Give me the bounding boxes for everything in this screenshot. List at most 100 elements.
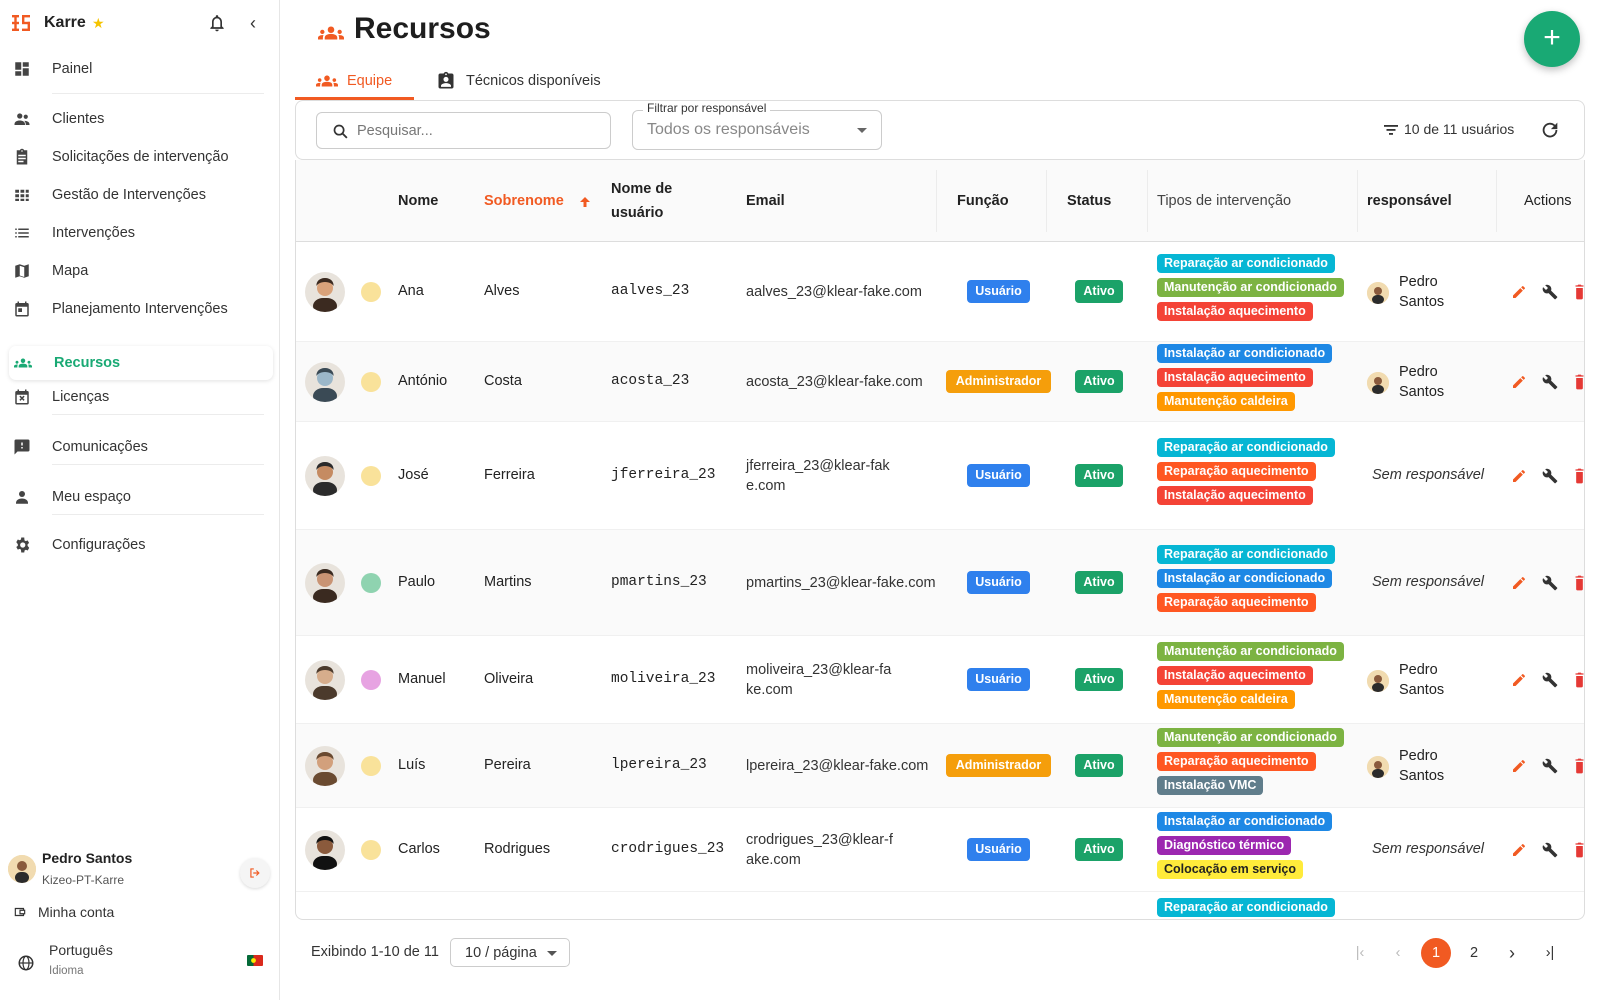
col-nome-de-usuario-line1[interactable]: Nome de — [611, 181, 673, 197]
col-status[interactable]: Status — [1067, 193, 1112, 209]
language-selector[interactable]: Português — [49, 942, 113, 958]
wrench-icon[interactable] — [1542, 842, 1558, 858]
table-row[interactable]: Ana Alves aalves_23 aalves_23@klear-fake.co… — [296, 242, 1585, 342]
next-page-icon[interactable]: › — [1509, 943, 1515, 963]
col-responsavel[interactable]: responsável — [1367, 193, 1452, 209]
tab-equipe[interactable]: Equipe — [295, 66, 414, 100]
delete-icon[interactable] — [1573, 758, 1585, 774]
table-row[interactable]: José Ferreira jferreira_23 jferreira_23@kle… — [296, 422, 1585, 530]
responsible-user[interactable]: Pedro Santos — [1367, 660, 1497, 700]
sidebar-item-feedback[interactable]: Comunicações — [0, 430, 280, 464]
status-badge: Ativo — [1075, 571, 1123, 594]
sort-arrow-up-icon[interactable] — [579, 196, 591, 208]
wallet-icon — [14, 907, 26, 917]
responsible-user[interactable]: Pedro Santos — [1367, 362, 1497, 402]
delete-icon[interactable] — [1573, 468, 1585, 484]
intervention-type-tag: Diagnóstico térmico — [1157, 836, 1292, 855]
delete-icon[interactable] — [1573, 672, 1585, 688]
grid-icon — [15, 189, 29, 201]
add-user-button[interactable]: + — [1524, 11, 1580, 67]
edit-icon[interactable] — [1511, 842, 1527, 858]
sidebar-item-calendar[interactable]: Planejamento Intervenções — [0, 292, 280, 326]
table-row[interactable]: Manuel Oliveira moliveira_23 moliveira_23@k… — [296, 636, 1585, 724]
dashboard-icon — [15, 62, 29, 76]
edit-icon[interactable] — [1511, 758, 1527, 774]
search-input[interactable] — [357, 121, 597, 141]
wrench-icon[interactable] — [1542, 758, 1558, 774]
sidebar-item-map[interactable]: Mapa — [0, 254, 280, 288]
logout-button[interactable] — [240, 858, 270, 888]
last-name: Rodrigues — [484, 841, 551, 857]
col-tipos-intervencao[interactable]: Tipos de intervenção — [1157, 193, 1292, 209]
sidebar-item-people[interactable]: Clientes — [0, 102, 280, 136]
intervention-type-tag: Reparação aquecimento — [1157, 462, 1316, 481]
nav-divider — [52, 514, 264, 515]
responsible-user[interactable]: Pedro Santos — [1367, 272, 1497, 312]
per-page-select[interactable]: 10 / página — [450, 938, 570, 967]
last-page-icon[interactable]: ›| — [1545, 945, 1555, 961]
table-row[interactable]: Carlos Rodrigues crodrigues_23 crodrigues_2… — [296, 808, 1585, 892]
responsible-user[interactable]: Pedro Santos — [1367, 746, 1497, 786]
table-row[interactable]: Reparação ar condicionado — [296, 892, 1584, 919]
intervention-type-tag: Instalação aquecimento — [1157, 666, 1313, 685]
role-badge: Usuário — [967, 464, 1030, 487]
sidebar-item-list[interactable]: Intervenções — [0, 216, 280, 250]
my-account-link[interactable]: Minha conta — [38, 904, 115, 920]
sidebar-item-calendar-x[interactable]: Licenças — [0, 380, 280, 414]
col-nome[interactable]: Nome — [398, 193, 439, 209]
edit-icon[interactable] — [1511, 374, 1527, 390]
delete-icon[interactable] — [1573, 842, 1585, 858]
role-badge: Usuário — [967, 668, 1030, 691]
intervention-type-tag: Reparação aquecimento — [1157, 752, 1316, 771]
page-button-1[interactable]: 1 — [1421, 938, 1451, 968]
edit-icon[interactable] — [1511, 672, 1527, 688]
delete-icon[interactable] — [1573, 575, 1585, 591]
col-nome-de-usuario-line2[interactable]: usuário — [611, 205, 664, 221]
sidebar-item-label: Comunicações — [52, 439, 148, 455]
wrench-icon[interactable] — [1542, 374, 1558, 390]
intervention-type-tag: Colocação em serviço — [1157, 860, 1304, 879]
email: moliveira_23@klear-fake.com — [746, 662, 892, 698]
bell-icon[interactable] — [207, 13, 227, 33]
refresh-icon[interactable] — [1539, 119, 1561, 141]
edit-icon[interactable] — [1511, 468, 1527, 484]
table-row[interactable]: Paulo Martins pmartins_23 pmartins_23@klear… — [296, 530, 1585, 636]
tab-tecnicos-disponiveis[interactable]: Técnicos disponíveis — [434, 66, 624, 100]
sidebar-item-groups[interactable]: Recursos — [9, 346, 273, 380]
wrench-icon[interactable] — [1542, 672, 1558, 688]
sidebar-item-grid[interactable]: Gestão de Intervenções — [0, 178, 280, 212]
wrench-icon[interactable] — [1542, 575, 1558, 591]
delete-icon[interactable] — [1573, 374, 1585, 390]
prev-page-icon[interactable]: ‹ — [1395, 945, 1401, 961]
col-sobrenome[interactable]: Sobrenome — [484, 193, 564, 209]
sidebar-item-dashboard[interactable]: Painel — [0, 52, 280, 86]
first-page-icon[interactable]: |‹ — [1355, 945, 1365, 961]
calendar-icon — [15, 301, 29, 317]
clipboard-icon — [16, 148, 28, 165]
sidebar-item-clipboard[interactable]: Solicitações de intervenção — [0, 140, 280, 174]
search-box[interactable] — [316, 112, 611, 149]
role-badge: Administrador — [946, 370, 1051, 393]
collapse-sidebar-icon[interactable]: ‹ — [250, 13, 256, 33]
favorite-star-icon[interactable]: ★ — [92, 15, 105, 31]
page-button-2[interactable]: 2 — [1469, 945, 1479, 961]
edit-icon[interactable] — [1511, 284, 1527, 300]
wrench-icon[interactable] — [1542, 284, 1558, 300]
col-funcao[interactable]: Função — [957, 193, 1009, 209]
role-badge: Usuário — [967, 838, 1030, 861]
table-row[interactable]: António Costa acosta_23 acosta_23@klear-fak… — [296, 342, 1585, 422]
plus-icon: + — [1543, 21, 1561, 54]
edit-icon[interactable] — [1511, 575, 1527, 591]
delete-icon[interactable] — [1573, 284, 1585, 300]
filter-value: Todos os responsáveis — [647, 121, 810, 138]
intervention-type-tag: Instalação aquecimento — [1157, 486, 1313, 505]
table-row[interactable]: Luís Pereira lpereira_23 lpereira_23@klear-… — [296, 724, 1585, 808]
responsible-filter-select[interactable]: Filtrar por responsável Todos os respons… — [632, 101, 882, 150]
col-email[interactable]: Email — [746, 193, 785, 209]
sidebar-item-gear[interactable]: Configurações — [0, 528, 280, 562]
sidebar-item-person[interactable]: Meu espaço — [0, 480, 280, 514]
wrench-icon[interactable] — [1542, 468, 1558, 484]
globe-icon — [18, 955, 34, 971]
sidebar-item-label: Painel — [52, 61, 93, 77]
app-name[interactable]: Karre — [44, 14, 86, 31]
